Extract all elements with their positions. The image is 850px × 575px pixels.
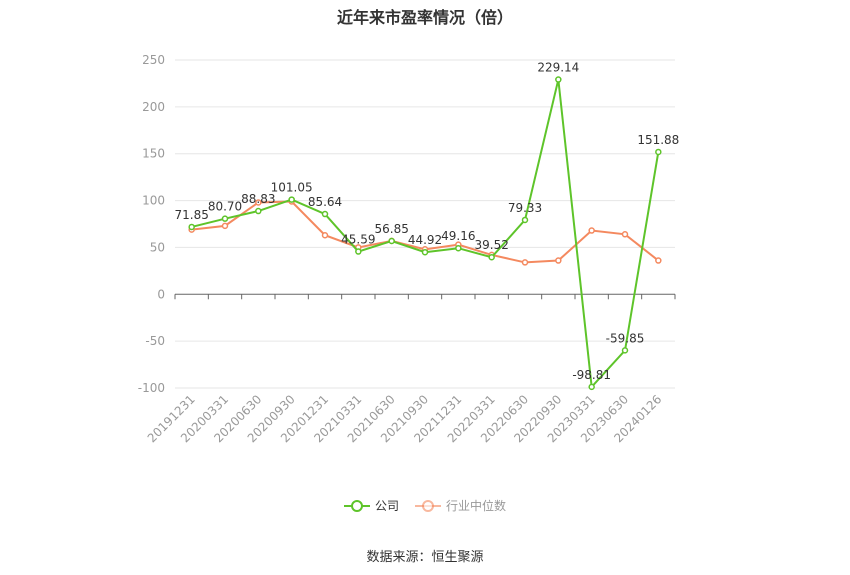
company-data-label: 71.85 xyxy=(174,208,208,222)
industry-median-point xyxy=(221,222,229,230)
grid xyxy=(175,59,675,389)
y-tick-label: 200 xyxy=(142,100,165,114)
company-data-label: 39.52 xyxy=(474,238,508,252)
y-tick-label: 100 xyxy=(142,194,165,208)
legend-label-industry-median: 行业中位数 xyxy=(446,499,507,513)
company-point xyxy=(355,248,362,255)
company-point xyxy=(421,248,429,256)
company-data-label: 229.14 xyxy=(537,61,579,75)
company-point xyxy=(321,210,329,218)
industry-median-point xyxy=(521,259,529,266)
industry-median-point xyxy=(588,227,595,234)
company-data-label: 79.33 xyxy=(508,201,542,215)
legend-item-industry-median[interactable]: 行业中位数 xyxy=(415,497,506,514)
company-data-label: 56.85 xyxy=(374,222,408,236)
company-data-label: 88.83 xyxy=(241,192,275,206)
company-point xyxy=(621,347,629,354)
company-point xyxy=(455,244,462,252)
y-tick-label: 250 xyxy=(142,53,165,67)
company-point xyxy=(588,383,595,391)
industry-median-point xyxy=(655,257,662,264)
company-data-label: 151.88 xyxy=(637,133,679,147)
industry-median-point xyxy=(555,257,562,264)
company-data-label: 45.59 xyxy=(341,233,375,247)
legend-company-icon xyxy=(343,499,370,512)
company-data-label: 44.92 xyxy=(408,233,442,247)
company-point xyxy=(221,215,229,222)
y-tick-label: -100 xyxy=(138,381,165,395)
chart-title: 近年来市盈率情况（倍） xyxy=(336,8,513,27)
company-point xyxy=(388,237,395,245)
legend-industry-median-icon xyxy=(415,499,441,512)
company-point xyxy=(255,207,262,215)
company-data-label: 80.70 xyxy=(208,200,242,214)
company-point xyxy=(521,216,529,224)
company-point xyxy=(655,148,662,156)
industry-median-point xyxy=(255,199,262,206)
y-tick-label: 150 xyxy=(142,147,165,161)
legend-label-company: 公司 xyxy=(374,499,399,513)
legend-item-company[interactable]: 公司 xyxy=(343,497,399,514)
series-layer xyxy=(188,76,662,391)
company-point xyxy=(288,196,295,203)
y-tick-label: 50 xyxy=(150,240,165,254)
y-tick-label: -50 xyxy=(145,334,165,348)
y-tick-label: 0 xyxy=(157,287,165,301)
company-data-label: 85.64 xyxy=(308,195,342,209)
legend: 公司 行业中位数 xyxy=(0,497,850,514)
industry-median-point xyxy=(321,231,329,239)
company-data-label: 101.05 xyxy=(271,181,313,195)
company-point xyxy=(488,253,495,261)
industry-median-point xyxy=(621,231,629,238)
company-point xyxy=(555,76,562,83)
company-data-label: 49.16 xyxy=(441,229,475,243)
data-source: 数据来源：恒生聚源 xyxy=(366,550,484,565)
company-data-label: -59.85 xyxy=(606,331,645,345)
company-point xyxy=(188,223,195,231)
company-data-label: -98.81 xyxy=(572,368,611,382)
